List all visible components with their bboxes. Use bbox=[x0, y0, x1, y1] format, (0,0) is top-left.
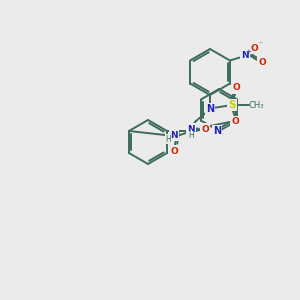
Text: O: O bbox=[250, 44, 258, 53]
Text: N: N bbox=[170, 130, 178, 140]
Text: N: N bbox=[206, 104, 214, 114]
Text: +: + bbox=[245, 49, 251, 55]
Text: O: O bbox=[258, 58, 266, 67]
Text: O: O bbox=[232, 83, 240, 92]
Text: ⁻: ⁻ bbox=[259, 39, 263, 48]
Text: O: O bbox=[201, 124, 209, 134]
Text: H: H bbox=[165, 134, 171, 143]
Text: N: N bbox=[241, 51, 249, 60]
Text: S: S bbox=[228, 100, 236, 110]
Text: H: H bbox=[188, 131, 194, 140]
Text: N: N bbox=[213, 126, 221, 136]
Text: O: O bbox=[231, 118, 239, 127]
Text: N: N bbox=[187, 124, 195, 134]
Text: O: O bbox=[170, 146, 178, 155]
Text: CH₃: CH₃ bbox=[248, 100, 264, 109]
